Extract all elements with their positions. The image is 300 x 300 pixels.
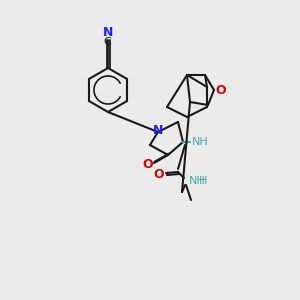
Text: NH: NH (189, 176, 206, 186)
Text: O: O (143, 158, 153, 172)
Text: O: O (154, 167, 164, 181)
Text: NH: NH (192, 137, 209, 147)
Text: N: N (153, 124, 163, 137)
Text: N: N (103, 26, 113, 40)
Text: C: C (103, 37, 111, 47)
Text: H: H (199, 176, 207, 186)
Text: O: O (216, 83, 226, 97)
